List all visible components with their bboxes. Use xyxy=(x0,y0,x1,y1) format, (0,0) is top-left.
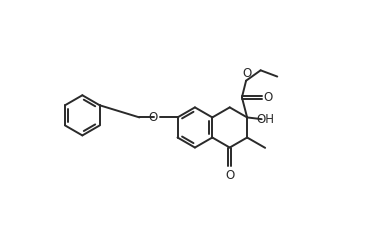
Text: O: O xyxy=(243,67,252,80)
Text: O: O xyxy=(264,91,273,104)
Text: O: O xyxy=(225,169,234,182)
Text: O: O xyxy=(148,111,158,124)
Text: OH: OH xyxy=(257,113,275,126)
